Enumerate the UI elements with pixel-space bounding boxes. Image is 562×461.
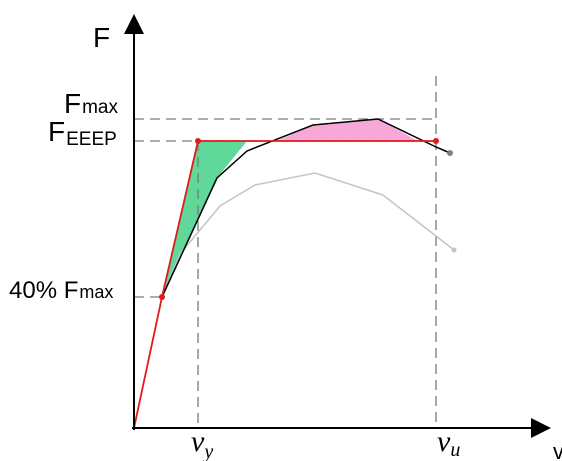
pink-area xyxy=(277,119,418,141)
grey-curve xyxy=(161,172,455,298)
capacity-curve-end-point xyxy=(447,150,453,156)
capacity-curve xyxy=(161,118,451,298)
label-v-y: νy xyxy=(191,425,213,461)
label-f-max: Fmax xyxy=(64,88,119,119)
x-axis-label: v xyxy=(553,439,562,461)
grey-curve-end-point xyxy=(451,247,457,253)
y-axis-label: F xyxy=(93,22,110,53)
point-ultimate xyxy=(433,138,439,144)
bilinear-curve xyxy=(133,140,436,429)
green-area xyxy=(162,141,247,297)
label-f-eeep: FEEEP xyxy=(48,116,117,150)
label-forty-percent: 40% Fmax xyxy=(9,277,113,304)
label-v-u: νu xyxy=(437,425,460,461)
point-yield xyxy=(195,138,201,144)
point-forty xyxy=(159,294,165,300)
